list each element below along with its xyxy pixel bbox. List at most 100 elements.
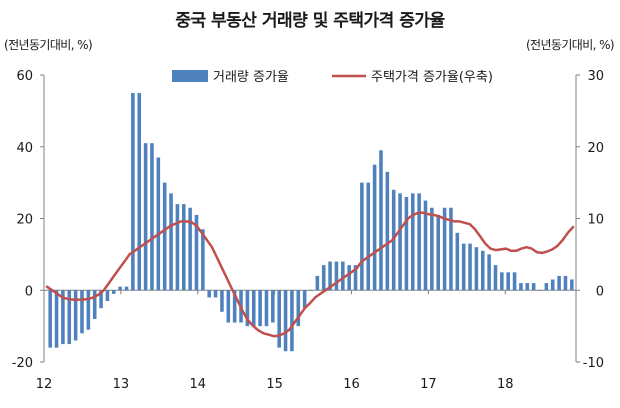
right-tick-label: 10 — [587, 213, 604, 228]
volume-bar — [131, 92, 135, 291]
volume-bar — [461, 243, 466, 291]
legend: 거래량 증가율 주택가격 증가율(우축) — [172, 70, 493, 85]
volume-bar — [531, 283, 536, 291]
volume-bar — [519, 283, 523, 291]
volume-bar — [360, 182, 364, 291]
volume-bar — [347, 265, 351, 291]
volume-bar — [162, 182, 167, 291]
legend-bar-label: 거래량 증가율 — [213, 70, 289, 85]
volume-bar — [512, 272, 517, 291]
volume-bar — [283, 290, 288, 352]
volume-bar — [449, 207, 453, 291]
volume-bar — [201, 229, 205, 291]
volume-bar — [245, 290, 250, 327]
line-series — [45, 211, 575, 338]
legend-bar-swatch — [172, 70, 208, 82]
volume-bar — [411, 193, 415, 291]
left-tick-label: 20 — [16, 213, 33, 228]
x-tick-label: 17 — [420, 377, 437, 392]
volume-bar — [334, 261, 339, 291]
volume-bar — [430, 207, 434, 291]
volume-bar — [220, 290, 224, 312]
legend-line-label: 주택가격 증가율(우축) — [371, 70, 493, 85]
axes: -20 0 20 40 60 -10 0 10 20 30 12 13 14 15 16 17 18 — [12, 69, 604, 392]
volume-bar — [341, 261, 345, 291]
volume-bar — [493, 265, 498, 291]
volume-bar — [271, 290, 275, 323]
volume-bar — [112, 290, 116, 294]
volume-bar — [143, 143, 148, 291]
volume-bar — [468, 243, 472, 291]
volume-bar — [194, 214, 199, 291]
volume-bar — [500, 272, 504, 291]
volume-bar — [150, 143, 154, 291]
volume-bar — [404, 196, 409, 291]
volume-bar — [277, 290, 281, 348]
volume-bar — [328, 261, 332, 291]
volume-bar — [321, 265, 326, 291]
volume-bar — [226, 290, 231, 323]
volume-bar — [423, 200, 428, 291]
volume-bar — [118, 286, 122, 291]
volume-bar — [80, 290, 84, 334]
volume-bar — [232, 290, 237, 323]
bar-series — [48, 92, 574, 352]
volume-bar — [251, 290, 256, 327]
volume-bar — [315, 275, 320, 291]
volume-bar — [398, 193, 402, 291]
x-tick-label: 16 — [343, 377, 360, 392]
left-tick-label: 0 — [25, 284, 33, 299]
volume-bar — [557, 275, 561, 291]
volume-bar — [544, 283, 549, 291]
volume-bar — [366, 182, 371, 291]
volume-bar — [296, 290, 301, 327]
volume-bar — [54, 290, 59, 348]
volume-bar — [73, 290, 78, 341]
volume-bar — [67, 290, 72, 345]
volume-bar — [61, 290, 65, 345]
volume-bar — [86, 290, 91, 330]
volume-bar — [181, 204, 186, 291]
volume-bar — [550, 279, 555, 291]
volume-bar — [302, 290, 307, 309]
volume-bar — [188, 207, 192, 291]
volume-bar — [506, 272, 510, 291]
volume-bar — [48, 290, 52, 348]
right-tick-label: 0 — [596, 284, 604, 299]
volume-bar — [92, 290, 97, 319]
x-tick-label: 14 — [189, 377, 206, 392]
volume-bar — [309, 290, 313, 291]
left-tick-label: 40 — [16, 141, 33, 156]
x-tick-label: 18 — [497, 377, 514, 392]
volume-bar — [436, 214, 441, 291]
volume-bar — [353, 265, 358, 291]
volume-bar — [442, 207, 447, 291]
volume-bar — [379, 150, 383, 291]
volume-bar — [480, 250, 485, 291]
volume-bar — [372, 164, 377, 291]
volume-bar — [290, 290, 294, 352]
right-axis-unit-label: (전년동기대비, %) — [525, 38, 615, 52]
volume-bar — [213, 290, 218, 298]
house-price-line — [45, 211, 575, 338]
volume-bar — [105, 290, 110, 302]
x-tick-label: 13 — [113, 377, 130, 392]
right-tick-label: 20 — [587, 141, 604, 156]
x-tick-label: 15 — [266, 377, 283, 392]
chart-title: 중국 부동산 거래량 및 주택가격 증가율 — [175, 11, 445, 31]
volume-bar — [563, 275, 568, 291]
volume-bar — [137, 92, 142, 291]
left-tick-label: 60 — [16, 69, 33, 84]
volume-bar — [175, 204, 180, 291]
volume-bar — [570, 279, 574, 291]
volume-bar — [487, 254, 491, 291]
right-tick-label: -10 — [583, 356, 604, 371]
left-tick-label: -20 — [12, 356, 33, 371]
volume-bar — [169, 193, 173, 291]
left-axis-unit-label: (전년동기대비, %) — [4, 38, 93, 52]
volume-bar — [385, 171, 390, 291]
volume-bar — [207, 290, 211, 298]
volume-bar — [156, 157, 161, 291]
volume-bar — [474, 247, 479, 291]
